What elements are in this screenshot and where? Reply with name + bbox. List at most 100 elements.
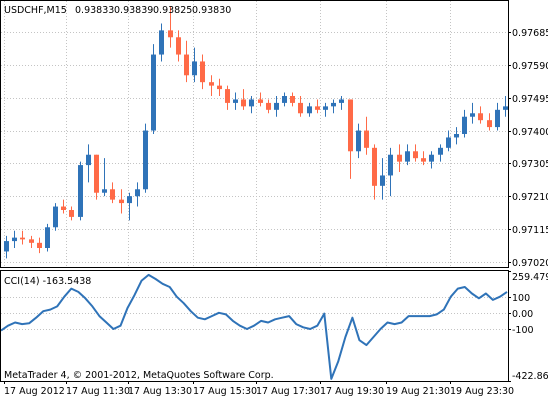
y-tick-label: 0.97590	[512, 61, 548, 72]
candle-body	[421, 158, 426, 162]
candle-body	[364, 130, 369, 148]
candle	[397, 144, 402, 172]
candle-body	[127, 196, 132, 204]
candle	[258, 92, 263, 107]
candle	[487, 113, 492, 131]
candle-body	[331, 102, 336, 107]
ohlc-open: 0.93833	[75, 5, 114, 16]
candle	[143, 123, 148, 193]
candle	[315, 99, 320, 114]
symbol-header: USDCHF,M15	[4, 5, 67, 16]
candle-body	[478, 113, 483, 121]
cci-tick-label: 0.00	[512, 309, 533, 320]
candle-body	[20, 237, 25, 240]
cci-tick-label: -100	[512, 325, 534, 336]
x-tick-label: 17 Aug 13:30	[128, 386, 192, 397]
candle-body	[200, 61, 205, 83]
cci-tick-label: -422.861	[512, 371, 548, 382]
candle-body	[298, 102, 303, 114]
candle-body	[258, 99, 263, 103]
candle	[274, 96, 279, 117]
candle	[266, 99, 271, 114]
candle	[168, 6, 173, 48]
candle-body	[12, 237, 17, 242]
candle	[380, 158, 385, 200]
cci-label: CCI(14) -163.5438	[4, 276, 91, 287]
ohlc-close: 0.93830	[192, 5, 231, 16]
candle-body	[307, 106, 312, 114]
candle	[290, 92, 295, 107]
candle	[119, 189, 124, 214]
candle-body	[462, 116, 467, 134]
candle-body	[110, 189, 115, 200]
candle-body	[4, 241, 9, 252]
candle-body	[487, 120, 492, 128]
candle	[249, 96, 254, 114]
candle	[233, 92, 238, 110]
candle-body	[78, 165, 83, 217]
candle-body	[356, 130, 361, 152]
candle	[184, 40, 189, 83]
cci-frame	[0, 270, 509, 382]
candle-body	[225, 89, 230, 103]
y-tick-label: 0.97685	[512, 28, 548, 39]
candle-body	[159, 30, 164, 55]
candle	[298, 96, 303, 117]
x-tick-label: 17 Aug 19:30	[320, 386, 384, 397]
x-tick-label: 17 Aug 2012	[4, 386, 65, 397]
candle	[192, 47, 197, 83]
candle	[364, 116, 369, 155]
candle	[176, 30, 181, 62]
candle-body	[192, 61, 197, 76]
candle-body	[143, 130, 148, 190]
main-frame	[0, 0, 509, 268]
candle	[307, 102, 312, 117]
candle-body	[503, 106, 508, 110]
candle	[503, 96, 508, 117]
y-tick-label: 0.97400	[512, 127, 548, 138]
candle	[356, 123, 361, 159]
candle	[323, 102, 328, 117]
candle	[45, 223, 50, 252]
candle	[470, 102, 475, 124]
y-tick-label: 0.97305	[512, 159, 548, 170]
y-tick-label: 0.97495	[512, 94, 548, 105]
candle	[282, 92, 287, 107]
candle-body	[372, 147, 377, 186]
candle-body	[339, 99, 344, 103]
candle	[339, 96, 344, 110]
candle-body	[413, 151, 418, 159]
cci-line-group	[0, 273, 508, 380]
candle	[78, 161, 83, 221]
candle-body	[405, 151, 410, 162]
cci-line	[0, 273, 508, 380]
candle-body	[274, 102, 279, 110]
candle	[135, 182, 140, 207]
candle	[200, 54, 205, 90]
cci-tick-label: 100	[512, 293, 530, 304]
candle-body	[53, 206, 58, 228]
candles	[4, 6, 508, 259]
candle-body	[176, 37, 181, 55]
candle	[94, 154, 99, 200]
x-tick-label: 17 Aug 11:30	[66, 386, 130, 397]
candle-body	[397, 154, 402, 162]
candle	[454, 127, 459, 145]
candle-body	[217, 85, 222, 90]
candle	[29, 235, 34, 248]
candle	[331, 99, 336, 114]
candle	[462, 109, 467, 138]
candle	[405, 144, 410, 166]
candle	[421, 151, 426, 166]
candle-body	[348, 99, 353, 152]
candle	[69, 206, 74, 221]
copyright-text: MetaTrader 4, © 2001-2012, MetaQuotes So…	[4, 370, 274, 381]
candle	[102, 158, 107, 197]
candle	[438, 144, 443, 162]
y-tick-label: 0.97210	[512, 192, 548, 203]
candle	[209, 75, 214, 96]
candle	[446, 130, 451, 152]
x-tick-label: 19 Aug 21:30	[386, 386, 450, 397]
